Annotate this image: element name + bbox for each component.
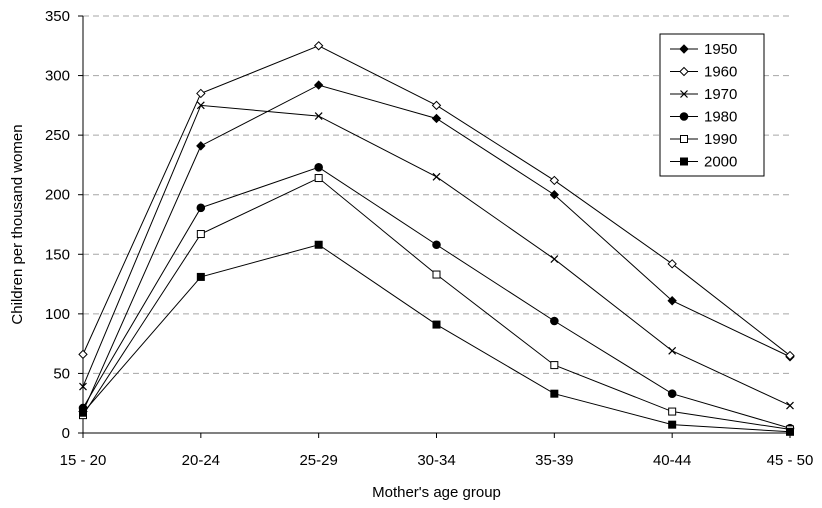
legend-label: 1960 [704, 64, 737, 81]
x-tick-label: 20-24 [182, 452, 220, 469]
data-point-1980 [432, 240, 441, 250]
x-tick-label: 45 - 50 [767, 452, 814, 469]
data-point-1960 [549, 175, 560, 186]
legend-label: 1950 [704, 41, 737, 58]
data-series [78, 41, 795, 436]
data-point-1960 [78, 349, 88, 360]
data-point-2000 [314, 240, 323, 249]
y-tick-label: 250 [45, 127, 70, 144]
legend-item-2000: 2000 [670, 154, 737, 171]
series-1960 [78, 41, 795, 361]
y-axis-title: Children per thousand women [9, 124, 26, 324]
x-tick-label: 30-34 [417, 452, 455, 469]
y-tick-label: 300 [45, 68, 70, 85]
data-point-1960 [196, 88, 206, 99]
legend-label: 1980 [704, 109, 737, 126]
x-marker-stroke [432, 172, 441, 181]
data-point-1980 [196, 203, 206, 213]
data-point-1960 [313, 41, 324, 51]
data-point-1980 [550, 316, 559, 326]
data-point-1990 [432, 270, 441, 279]
data-point-1970 [432, 172, 441, 181]
x-marker-stroke [196, 101, 205, 110]
legend-marker [680, 157, 688, 166]
x-marker-stroke [786, 401, 794, 410]
y-tick-label: 150 [45, 246, 70, 263]
x-marker-stroke [79, 382, 87, 391]
data-point-1990 [196, 230, 205, 239]
data-point-2000 [668, 420, 677, 429]
data-point-1970 [550, 255, 559, 263]
data-point-1990 [550, 361, 559, 370]
data-point-1980 [314, 163, 323, 172]
data-point-1970 [79, 382, 87, 391]
data-point-1950 [196, 141, 206, 151]
legend-marker [679, 112, 689, 121]
legend-item-1980: 1980 [670, 109, 737, 126]
x-tick-label: 40-44 [653, 452, 691, 469]
data-point-1950 [549, 190, 560, 200]
data-point-1980 [667, 389, 677, 398]
y-tick-label: 0 [62, 425, 70, 442]
data-point-1960 [785, 350, 795, 361]
x-tick-label: 25-29 [299, 452, 337, 469]
x-axis-title: Mother's age group [372, 484, 501, 501]
legend-item-1970: 1970 [670, 86, 737, 103]
legend-marker [679, 66, 689, 77]
legend-item-1960: 1960 [670, 64, 737, 81]
legend-item-1950: 1950 [670, 41, 737, 58]
legend-label: 1990 [704, 131, 737, 148]
legend-item-1990: 1990 [670, 131, 737, 148]
series-1970 [79, 101, 794, 410]
y-tick-label: 350 [45, 8, 70, 25]
data-point-2000 [196, 272, 205, 281]
legend: 1950 1960 1970 1980 1990 2000 [659, 33, 765, 177]
data-point-1990 [314, 174, 323, 183]
series-line-1980 [82, 166, 791, 429]
data-point-2000 [432, 320, 441, 329]
legend-label: 2000 [704, 154, 737, 171]
gridlines [83, 15, 790, 374]
axes: 0 50 100 150 200 250 300 350 15 - 20 20-24 25-29 30… [45, 8, 813, 469]
legend-marker [680, 90, 688, 98]
data-point-2000 [79, 408, 87, 417]
x-marker-stroke [668, 346, 677, 355]
data-point-2000 [786, 427, 794, 436]
x-marker-stroke [314, 112, 323, 121]
series-line-1990 [82, 177, 791, 430]
series-1980 [78, 163, 795, 433]
y-tick-label: 200 [45, 187, 70, 204]
legend-label: 1970 [704, 86, 737, 103]
series-1990 [79, 174, 794, 434]
legend-marker [680, 135, 688, 143]
legend-box [659, 33, 765, 177]
data-point-1970 [314, 112, 323, 121]
y-tick-label: 100 [45, 306, 70, 323]
data-point-1970 [196, 101, 205, 110]
x-marker-stroke [550, 255, 559, 263]
data-point-1970 [786, 401, 794, 410]
series-2000 [79, 240, 794, 436]
x-marker-stroke [680, 90, 688, 98]
legend-marker [679, 44, 689, 54]
data-point-1970 [668, 346, 677, 355]
data-point-1950 [431, 113, 442, 124]
data-point-2000 [550, 389, 559, 398]
y-tick-label: 50 [53, 365, 70, 382]
x-tick-label: 15 - 20 [60, 452, 107, 469]
data-point-1990 [668, 407, 677, 416]
data-point-1960 [667, 259, 677, 269]
data-point-1950 [667, 296, 677, 306]
data-point-1950 [313, 80, 324, 90]
x-tick-label: 35-39 [535, 452, 573, 469]
data-point-1960 [431, 100, 442, 111]
